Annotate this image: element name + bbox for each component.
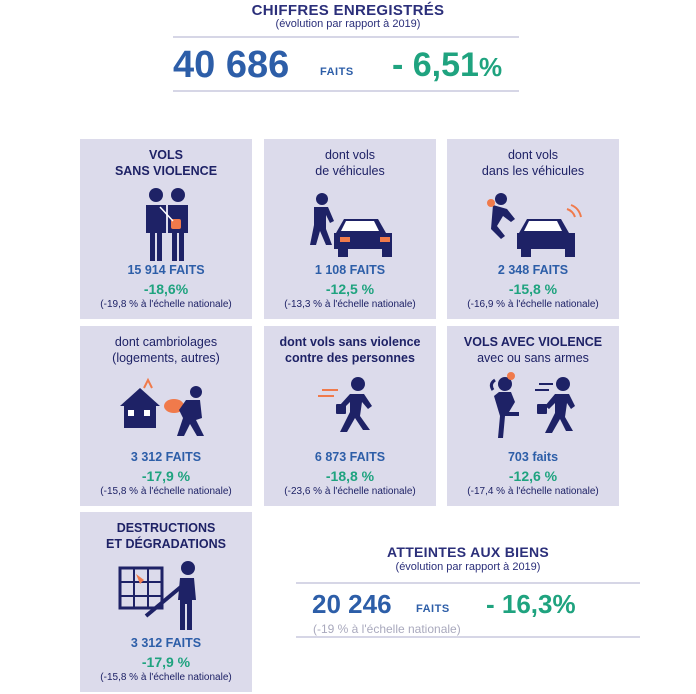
card-faits: 6 873 FAITS [314,450,386,464]
card-title: dont vols de véhicules [315,148,385,178]
card-pct: -15,8 % [508,281,558,297]
card-faits: 15 914 FAITS [127,263,205,277]
header-rule-top [173,36,519,38]
card-vols-avec-violence: VOLS AVEC VIOLENCE avec ou sans armes 703… [447,326,619,506]
card-vols-de-vehicules: dont vols de véhicules 1 108 FAITS -12,5 … [264,139,436,319]
card-national: (-19,8 % à l'échelle nationale) [100,299,232,310]
card-faits: 2 348 FAITS [497,263,569,277]
card-faits: 3 312 FAITS [130,450,202,464]
car-thief-icon [310,193,392,257]
card-faits: 703 faits [507,450,559,464]
card-national: (-23,6 % à l'échelle nationale) [284,486,416,497]
card-title: VOLS SANS VIOLENCE [114,148,218,178]
card-faits: 3 312 FAITS [130,636,202,650]
header-title: CHIFFRES ENREGISTRÉS [251,2,445,19]
card-pct: -12,6 % [508,468,558,484]
burglar-house-icon [120,377,204,436]
atteintes-rule-bottom [296,636,640,638]
vandalism-icon [118,561,196,630]
total-percentage: - 6,51% [392,46,503,84]
card-national: (-17,4 % à l'échelle nationale) [467,486,599,497]
card-pct: -17,9 % [141,654,191,670]
atteintes-subtitle: (évolution par rapport à 2019) [395,561,541,573]
card-title: dont vols dans les véhicules [481,148,585,178]
atteintes-title: ATTEINTES AUX BIENS [386,544,550,560]
card-title: dont vols sans violence contre des person… [279,335,421,365]
card-national: (-13,3 % à l'échelle nationale) [284,299,416,310]
total-value: 40 686 [173,44,290,86]
card-title: VOLS AVEC VIOLENCE avec ou sans armes [463,335,603,365]
card-national: (-16,9 % à l'échelle nationale) [467,299,599,310]
card-cambriolages: dont cambriolages (logements, autres) 3 3… [80,326,252,506]
card-faits: 1 108 FAITS [314,263,386,277]
card-vols-dans-vehicules: dont vols dans les véhicules 2 348 FAITS … [447,139,619,319]
running-thief-icon [318,377,372,432]
card-national: (-15,8 % à l'échelle nationale) [100,672,232,683]
card-vols-contre-personnes: dont vols sans violence contre des person… [264,326,436,506]
atteintes-unit: FAITS [416,603,450,615]
atteintes-rule-top [296,582,640,584]
robbery-icon [489,372,575,438]
card-pct: -18,8 % [325,468,375,484]
atteintes-value: 20 246 [312,589,392,619]
card-national: (-15,8 % à l'échelle nationale) [100,486,232,497]
card-destructions-degradations: DESTRUCTIONS ET DÉGRADATIONS 3 312 FAITS … [80,512,252,692]
header-rule-bottom [173,90,519,92]
atteintes-national: (-19 % à l'échelle nationale) [313,622,461,636]
car-break-in-icon [487,193,582,257]
card-pct: -17,9 % [141,468,191,484]
total-unit: FAITS [320,66,354,78]
card-title: dont cambriolages (logements, autres) [112,335,220,365]
card-pct: -18,6% [143,281,189,297]
atteintes-percentage: - 16,3% [486,589,576,619]
card-title: DESTRUCTIONS ET DÉGRADATIONS [106,521,226,551]
card-pct: -12,5 % [325,281,375,297]
two-persons-icon [146,188,188,261]
card-vols-sans-violence: VOLS SANS VIOLENCE 15 914 FAITS -18,6% (-… [80,139,252,319]
header-subtitle: (évolution par rapport à 2019) [275,18,421,30]
